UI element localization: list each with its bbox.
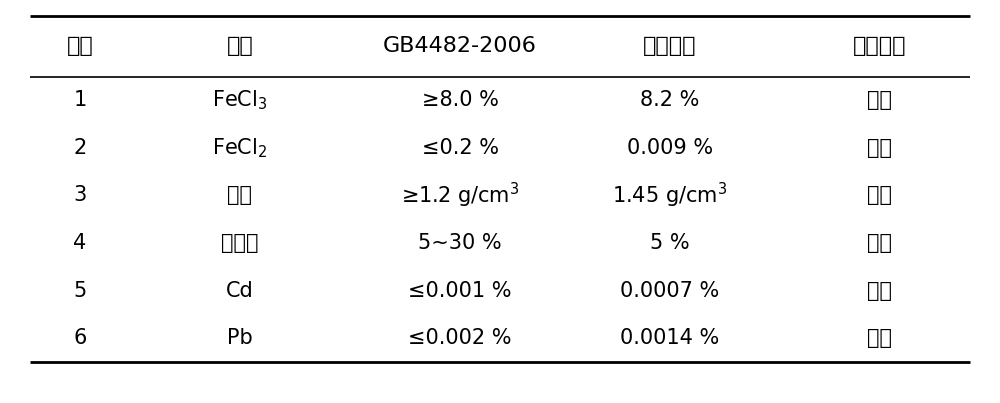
Text: 5 %: 5 % [650,233,690,253]
Text: ≤0.001 %: ≤0.001 % [408,280,512,301]
Text: 8.2 %: 8.2 % [640,90,700,110]
Text: 2: 2 [73,138,87,158]
Text: FeCl$_3$: FeCl$_3$ [212,89,268,112]
Text: 0.009 %: 0.009 % [627,138,713,158]
Text: ≤0.2 %: ≤0.2 % [422,138,498,158]
Text: 序号: 序号 [67,36,93,56]
Text: 单项评定: 单项评定 [853,36,907,56]
Text: ≤0.002 %: ≤0.002 % [408,328,512,348]
Text: 4: 4 [73,233,87,253]
Text: Cd: Cd [226,280,254,301]
Text: 5~30 %: 5~30 % [418,233,502,253]
Text: ≥8.0 %: ≥8.0 % [422,90,498,110]
Text: 合格: 合格 [868,185,893,206]
Text: 合格: 合格 [868,233,893,253]
Text: FeCl$_2$: FeCl$_2$ [212,136,268,160]
Text: 5: 5 [73,280,87,301]
Text: 0.0007 %: 0.0007 % [620,280,720,301]
Text: 1: 1 [73,90,87,110]
Text: ≥1.2 g/cm$^3$: ≥1.2 g/cm$^3$ [401,181,519,210]
Text: 6: 6 [73,328,87,348]
Text: 实测结果: 实测结果 [643,36,697,56]
Text: Pb: Pb [227,328,253,348]
Text: 密度: 密度 [228,185,252,206]
Text: 0.0014 %: 0.0014 % [620,328,720,348]
Text: 合格: 合格 [868,90,893,110]
Text: 1.45 g/cm$^3$: 1.45 g/cm$^3$ [612,181,728,210]
Text: 合格: 合格 [868,138,893,158]
Text: 盐基度: 盐基度 [221,233,259,253]
Text: GB4482-2006: GB4482-2006 [383,36,537,56]
Text: 合格: 合格 [868,280,893,301]
Text: 3: 3 [73,185,87,206]
Text: 指标: 指标 [227,36,253,56]
Text: 合格: 合格 [868,328,893,348]
